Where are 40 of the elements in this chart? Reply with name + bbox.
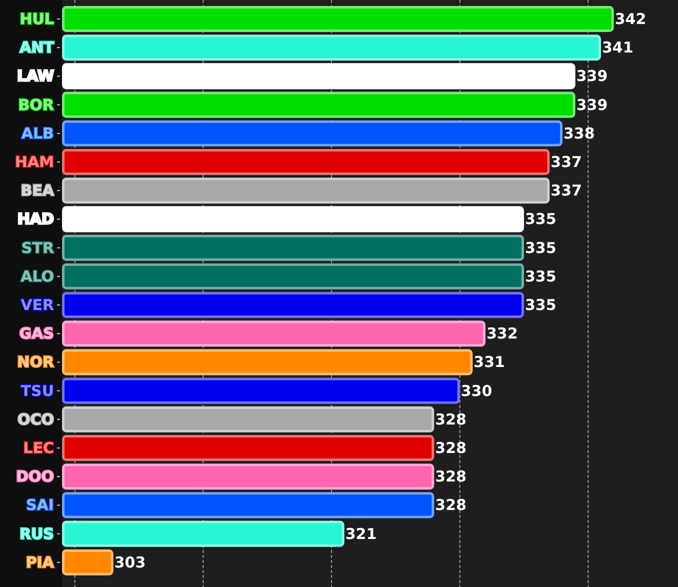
y-tick-label: TSU (20, 382, 54, 400)
data-label: 338 (564, 124, 595, 142)
data-label: 332 (486, 324, 518, 343)
y-tick-label: GAS (19, 324, 54, 343)
data-label: 341 (602, 38, 634, 57)
y-tick-label: VER (20, 296, 54, 314)
data-label: 337 (550, 153, 582, 171)
data-label: 335 (525, 238, 556, 257)
y-tick-label: HAM (14, 153, 54, 171)
y-tick-label: ALB (21, 124, 54, 142)
data-label: 303 (114, 553, 146, 572)
y-tick-label: DOO (16, 468, 54, 486)
data-label: 321 (345, 524, 377, 543)
y-tick-label: LEC (23, 439, 54, 457)
data-label: 330 (460, 382, 492, 400)
data-label: 328 (435, 496, 466, 514)
data-label: 331 (474, 353, 505, 372)
data-label: 335 (525, 296, 556, 314)
data-label: 328 (435, 468, 466, 486)
y-tick-label: HAD (17, 210, 54, 228)
y-tick-label: SAI (26, 496, 54, 514)
y-tick-label: OCO (17, 410, 54, 428)
y-tick-label: HUL (20, 10, 54, 28)
data-label: 335 (525, 210, 556, 228)
y-tick-label: BOR (18, 96, 54, 114)
y-tick-label: BEA (20, 182, 54, 200)
y-tick-label: STR (21, 238, 54, 257)
data-label: 337 (550, 182, 582, 200)
data-label: 328 (435, 410, 466, 428)
data-label: 339 (576, 96, 608, 114)
y-tick-label: ANT (20, 38, 55, 57)
data-label: 328 (435, 439, 466, 457)
data-label: 335 (525, 267, 556, 286)
y-tick-label: NOR (17, 353, 54, 372)
data-label: 339 (576, 67, 608, 86)
data-label: 342 (614, 10, 646, 28)
y-tick-label: LAW (16, 67, 54, 86)
y-tick-label: RUS (19, 524, 54, 543)
y-tick-label: ALO (20, 267, 54, 286)
y-tick-label: PIA (26, 553, 54, 572)
